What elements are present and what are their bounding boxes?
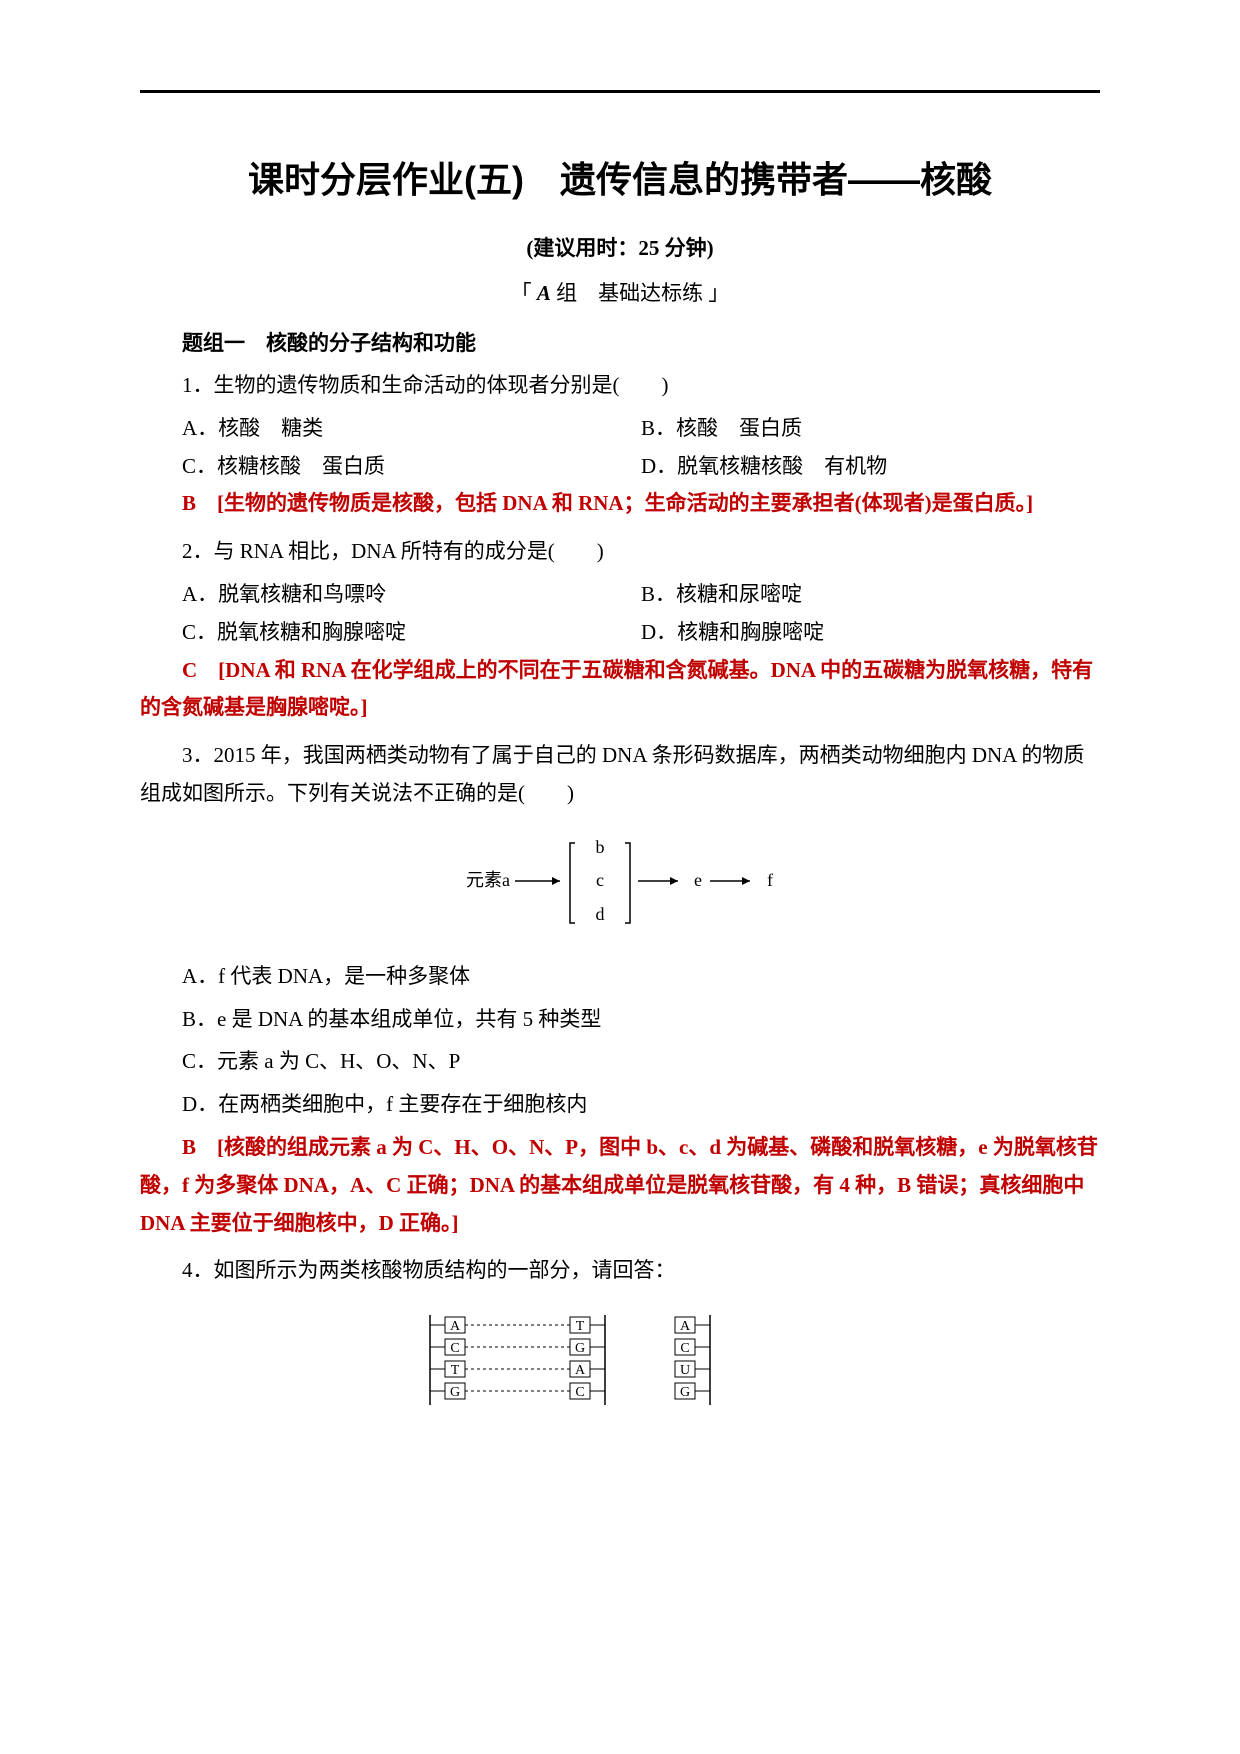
q2-answer: C [DNA 和 RNA 在化学组成上的不同在于五碳糖和含氮碱基。DNA 中的五… bbox=[140, 652, 1100, 728]
q1-optD: D．脱氧核糖核酸 有机物 bbox=[641, 448, 1100, 486]
q1-optB: B．核酸 蛋白质 bbox=[641, 410, 1100, 448]
q4-diagram: A T C G T A bbox=[140, 1305, 1100, 1420]
svg-text:C: C bbox=[680, 1341, 689, 1356]
svg-text:T: T bbox=[451, 1363, 460, 1378]
diagram-label-e: e bbox=[694, 870, 702, 890]
q2-options-row2: C．脱氧核糖和胸腺嘧啶 D．核糖和胸腺嘧啶 bbox=[140, 614, 1100, 652]
q2-optB: B．核糖和尿嘧啶 bbox=[641, 576, 1100, 614]
q3-diagram: 元素a b c d e f bbox=[140, 828, 1100, 943]
q3-answer: B [核酸的组成元素 a 为 C、H、O、N、P，图中 b、c、d 为碱基、磷酸… bbox=[140, 1129, 1100, 1242]
diagram-label-f: f bbox=[767, 870, 773, 890]
q2-optC: C．脱氧核糖和胸腺嘧啶 bbox=[182, 614, 641, 652]
diagram-label-d: d bbox=[596, 904, 605, 924]
svg-text:G: G bbox=[680, 1385, 690, 1400]
svg-text:C: C bbox=[575, 1385, 584, 1400]
svg-text:A: A bbox=[450, 1319, 461, 1334]
q3-optC: C．元素 a 为 C、H、O、N、P bbox=[140, 1043, 1100, 1081]
subtitle: (建议用时：25 分钟) bbox=[140, 232, 1100, 262]
q1-optC: C．核糖核酸 蛋白质 bbox=[182, 448, 641, 486]
q1-options-row1: A．核酸 糖类 B．核酸 蛋白质 bbox=[140, 410, 1100, 448]
top-divider bbox=[140, 90, 1100, 93]
q1-answer: B [生物的遗传物质是核酸，包括 DNA 和 RNA；生命活动的主要承担者(体现… bbox=[140, 485, 1100, 523]
topic-group-1: 题组一 核酸的分子结构和功能 bbox=[140, 327, 1100, 357]
svg-text:G: G bbox=[575, 1341, 585, 1356]
q2-text: 2．与 RNA 相比，DNA 所特有的成分是( ) bbox=[140, 533, 1100, 571]
dna-double-strand: A T C G T A bbox=[430, 1315, 605, 1405]
q3-text: 3．2015 年，我国两栖类动物有了属于自己的 DNA 条形码数据库，两栖类动物… bbox=[140, 737, 1100, 813]
q2-optA: A．脱氧核糖和鸟嘌呤 bbox=[182, 576, 641, 614]
rna-single-strand: A C U G bbox=[675, 1315, 710, 1405]
q4-text: 4．如图所示为两类核酸物质结构的一部分，请回答： bbox=[140, 1252, 1100, 1290]
diagram-label-c: c bbox=[596, 870, 604, 890]
svg-text:A: A bbox=[680, 1319, 691, 1334]
svg-text:U: U bbox=[680, 1363, 690, 1378]
section-a-header: 「 A 组 基础达标练 」 bbox=[140, 277, 1100, 307]
q1-optA: A．核酸 糖类 bbox=[182, 410, 641, 448]
q3-optB: B．e 是 DNA 的基本组成单位，共有 5 种类型 bbox=[140, 1001, 1100, 1039]
svg-text:C: C bbox=[450, 1341, 459, 1356]
q2-options-row1: A．脱氧核糖和鸟嘌呤 B．核糖和尿嘧啶 bbox=[140, 576, 1100, 614]
diagram-label-b: b bbox=[596, 837, 605, 857]
q2-optD: D．核糖和胸腺嘧啶 bbox=[641, 614, 1100, 652]
svg-text:G: G bbox=[450, 1385, 460, 1400]
main-title: 课时分层作业(五) 遗传信息的携带者——核酸 bbox=[140, 153, 1100, 207]
q3-optA: A．f 代表 DNA，是一种多聚体 bbox=[140, 958, 1100, 996]
q1-text: 1．生物的遗传物质和生命活动的体现者分别是( ) bbox=[140, 367, 1100, 405]
svg-text:T: T bbox=[576, 1319, 585, 1334]
diagram-label-a: 元素a bbox=[466, 870, 510, 890]
q1-options-row2: C．核糖核酸 蛋白质 D．脱氧核糖核酸 有机物 bbox=[140, 448, 1100, 486]
q3-optD: D．在两栖类细胞中，f 主要存在于细胞核内 bbox=[140, 1086, 1100, 1124]
svg-text:A: A bbox=[575, 1363, 586, 1378]
